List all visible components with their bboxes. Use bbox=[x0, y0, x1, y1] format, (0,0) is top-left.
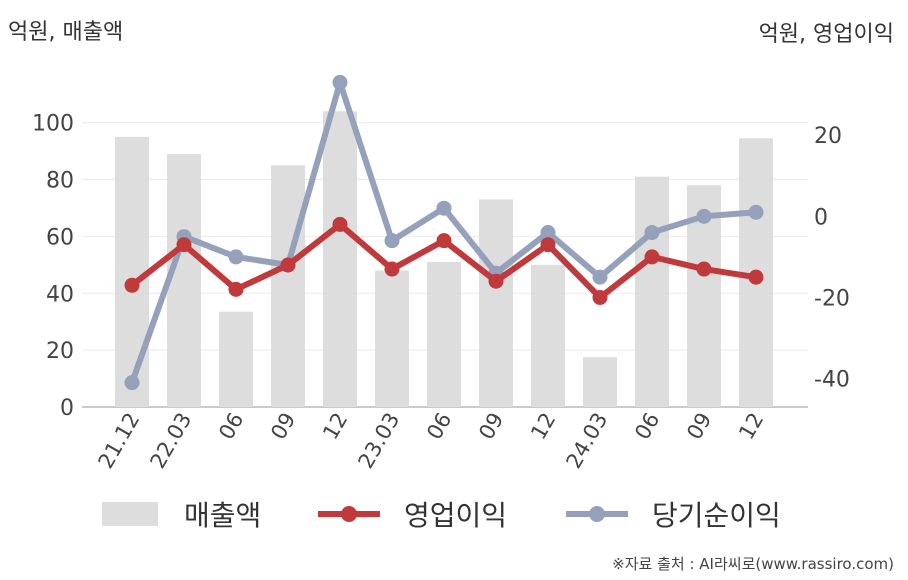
source-note: ※자료 출처 : AI라씨로(www.rassiro.com) bbox=[612, 555, 894, 573]
operating-point bbox=[644, 249, 660, 265]
y-left-tick-label: 20 bbox=[46, 339, 74, 364]
net-point bbox=[540, 225, 556, 241]
operating-point bbox=[384, 261, 400, 277]
y-left-tick-label: 40 bbox=[46, 282, 74, 307]
net-swatch bbox=[566, 499, 628, 529]
operating-point bbox=[176, 237, 192, 253]
operating-point bbox=[436, 233, 452, 249]
revenue-bar bbox=[635, 176, 669, 407]
x-tick-label: 21.12 bbox=[93, 409, 144, 473]
x-tick-label: 12 bbox=[734, 409, 768, 444]
operating-point bbox=[228, 281, 244, 297]
operating-point bbox=[332, 216, 348, 232]
legend-item-net: 당기순이익 bbox=[566, 494, 781, 534]
y-left-tick-label: 0 bbox=[60, 396, 74, 421]
net-point bbox=[644, 225, 660, 241]
revenue-bar bbox=[375, 270, 409, 407]
x-tick-label: 12 bbox=[526, 409, 560, 444]
revenue-bar bbox=[427, 261, 461, 407]
net-point bbox=[384, 233, 400, 249]
revenue-bar bbox=[271, 165, 305, 407]
legend-label-revenue: 매출액 bbox=[184, 499, 262, 532]
y-right-tick-label: -20 bbox=[814, 286, 850, 311]
net-point bbox=[332, 74, 348, 90]
legend-item-revenue: 매출액 bbox=[102, 494, 261, 534]
operating-point bbox=[124, 277, 140, 293]
y-right-tick-label: -40 bbox=[814, 368, 850, 393]
revenue-bar bbox=[583, 357, 617, 407]
x-tick-label: 06 bbox=[422, 409, 456, 444]
x-tick-label: 06 bbox=[630, 409, 664, 444]
y-left-tick-label: 80 bbox=[46, 169, 74, 194]
operating-point bbox=[280, 257, 296, 273]
operating-point bbox=[488, 273, 504, 289]
revenue-bar bbox=[531, 264, 565, 407]
operating-swatch bbox=[318, 499, 380, 529]
y-left-tick-label: 100 bbox=[32, 112, 74, 137]
right-axis-unit: 억원, 영업이익 bbox=[758, 22, 894, 47]
x-tick-label: 23.03 bbox=[353, 409, 404, 473]
legend-label-operating: 영업이익 bbox=[404, 499, 508, 532]
revenue-bar bbox=[479, 199, 513, 407]
x-tick-label: 06 bbox=[214, 409, 248, 444]
legend-item-operating: 영업이익 bbox=[318, 494, 507, 534]
x-tick-label: 24.03 bbox=[561, 409, 612, 473]
left-axis-unit: 억원, 매출액 bbox=[8, 20, 124, 45]
y-left-tick-label: 60 bbox=[46, 225, 74, 250]
revenue-swatch bbox=[102, 502, 158, 526]
operating-point bbox=[540, 237, 556, 253]
x-tick-label: 09 bbox=[266, 409, 300, 444]
x-tick-label: 09 bbox=[682, 409, 716, 444]
operating-point bbox=[748, 269, 764, 285]
revenue-bars bbox=[115, 111, 773, 407]
net-point bbox=[696, 208, 712, 224]
x-tick-label: 22.03 bbox=[145, 409, 196, 473]
revenue-bar bbox=[167, 153, 201, 407]
revenue-bar bbox=[323, 111, 357, 407]
y-right-tick-label: 0 bbox=[814, 205, 828, 230]
net-point bbox=[436, 200, 452, 216]
legend-label-net: 당기순이익 bbox=[652, 499, 781, 532]
revenue-bar bbox=[219, 311, 253, 407]
profit-lines bbox=[124, 74, 764, 391]
net-point bbox=[748, 204, 764, 220]
revenue-bar bbox=[115, 136, 149, 407]
operating-point bbox=[592, 289, 608, 305]
net-point bbox=[228, 249, 244, 265]
x-tick-label: 12 bbox=[318, 409, 352, 444]
net-point bbox=[124, 375, 140, 391]
x-tick-label: 09 bbox=[474, 409, 508, 444]
operating-point bbox=[696, 261, 712, 277]
net-point bbox=[592, 269, 608, 285]
y-right-tick-label: 20 bbox=[814, 124, 842, 149]
